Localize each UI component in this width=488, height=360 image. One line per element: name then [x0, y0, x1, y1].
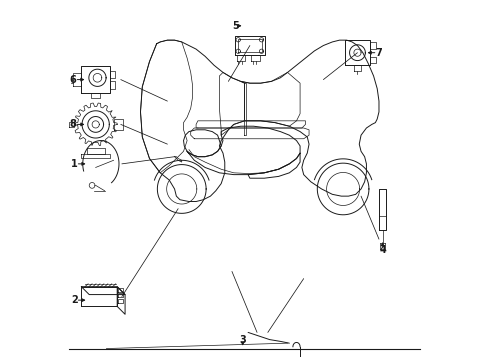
- Text: 5: 5: [232, 21, 239, 31]
- Text: 1: 1: [71, 159, 78, 169]
- Text: 2: 2: [71, 295, 78, 305]
- Text: 6: 6: [70, 75, 76, 85]
- Text: 7: 7: [375, 48, 382, 58]
- Text: 4: 4: [378, 245, 385, 255]
- Text: 3: 3: [239, 334, 245, 345]
- Text: 8: 8: [69, 120, 76, 129]
